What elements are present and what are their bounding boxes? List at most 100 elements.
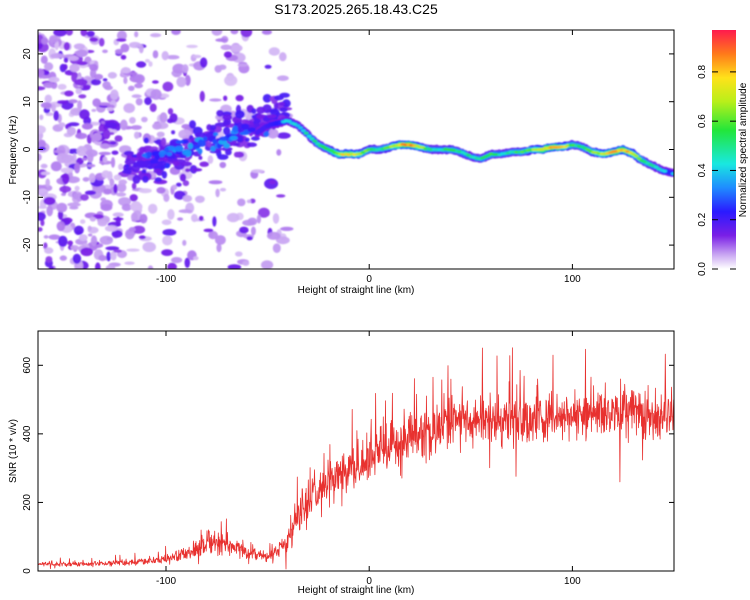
spectrogram-cell — [235, 94, 244, 102]
spectrogram-cell — [40, 171, 51, 176]
spectrogram-cell — [107, 132, 115, 135]
spectrogram-cell — [266, 114, 277, 119]
spectrogram-cell — [40, 219, 45, 227]
spectrogram-cell — [152, 50, 159, 59]
spectrogram-cell — [182, 195, 193, 202]
spectrogram-cell — [38, 212, 46, 221]
spectrogram-cell — [97, 220, 108, 227]
spectrogram-cell — [218, 139, 228, 145]
spectrogram-cell — [118, 197, 132, 206]
spectrogram-cell — [256, 106, 266, 114]
spectrogram-cell — [59, 255, 67, 261]
spectrogram-cell — [241, 123, 250, 130]
spectrogram-cell — [56, 100, 69, 105]
spectrogram-cell — [182, 180, 190, 187]
spectrogram-cell — [50, 161, 62, 172]
spectrogram-cell — [93, 73, 104, 80]
spectrogram-cell — [131, 182, 137, 190]
spectrogram-cell — [46, 205, 53, 217]
spectrogram-cell — [63, 42, 70, 51]
spectrogram-cell — [130, 125, 142, 130]
spectrogram-cell — [161, 51, 169, 61]
spectrogram-cell — [111, 230, 123, 238]
spectrogram-cell — [250, 226, 256, 236]
spectrogram-cell — [63, 57, 69, 63]
spectrogram-cell — [82, 177, 90, 182]
spectrogram-cell — [49, 35, 59, 44]
spectrogram-cell — [312, 139, 318, 143]
spectrogram-cell — [123, 103, 135, 114]
spectrogram-cell — [38, 68, 45, 78]
spectrogram-cell — [135, 98, 143, 106]
spectrogram-cell — [199, 57, 208, 68]
spectrogram-cell — [279, 102, 285, 106]
spectrogram-cell — [219, 136, 228, 141]
spectrogram-cell — [258, 207, 270, 218]
spectrogram-cell — [92, 98, 101, 107]
spectrogram-cell — [92, 132, 102, 142]
spectrogram-cell — [38, 125, 46, 135]
spectrogram-cell — [113, 249, 122, 253]
x-tick-label: 100 — [564, 576, 581, 587]
spectrogram-cell — [139, 213, 148, 224]
spectrogram-cell — [180, 161, 193, 167]
spectrogram-cell — [44, 247, 54, 254]
spectrogram-cell — [130, 201, 142, 212]
spectrogram-cell — [81, 157, 88, 161]
spectrogram-cell — [69, 63, 80, 73]
spectrogram-cell — [45, 256, 53, 263]
spectrogram-cell — [51, 103, 56, 113]
spectrogram-cell — [98, 151, 112, 156]
spectrogram-cell — [276, 236, 290, 245]
spectrogram-cell — [309, 137, 315, 141]
spectrogram-cell — [98, 254, 107, 262]
spectrogram-cell — [229, 44, 243, 52]
spectrogram-cell — [129, 117, 136, 124]
spectrogram-cell — [276, 132, 291, 139]
spectrogram-cell — [189, 120, 196, 129]
y-tick-label: 10 — [22, 96, 33, 108]
spectrogram-cell — [118, 179, 128, 185]
snr-x-axis: -100 0 100 — [156, 331, 581, 587]
spectrogram-cell — [223, 51, 233, 58]
spectrogram-cell — [194, 132, 207, 138]
spectrogram-cell — [40, 163, 48, 169]
spectrogram-cell — [91, 108, 97, 112]
spectrogram-cell — [78, 234, 88, 242]
spectrogram-cell — [156, 131, 165, 138]
spectrogram-cell — [44, 94, 52, 104]
y-tick-label: 0 — [22, 568, 33, 574]
spectrogram-cell — [69, 206, 79, 210]
spectrogram-cell — [139, 146, 146, 153]
spectrogram-cell — [78, 94, 87, 99]
spectrogram-cell — [110, 157, 116, 168]
spectrogram-cell — [157, 160, 167, 167]
spectrogram-y-label: Frequency (Hz) — [8, 116, 19, 185]
spectrogram-cell — [62, 157, 72, 164]
spectrogram-cell — [74, 78, 88, 86]
spectrogram-cell — [161, 137, 167, 147]
colorbar-label: Normalized spectral amplitude — [738, 82, 749, 217]
spectrogram-cell — [74, 162, 81, 174]
spectrogram-cell — [58, 122, 66, 128]
spectrogram-cell — [298, 126, 303, 130]
spectrogram-cell — [179, 173, 187, 182]
spectrogram-cell — [167, 262, 177, 269]
spectrogram-cell — [251, 108, 257, 114]
spectrogram-cell — [329, 149, 335, 153]
spectrogram-cell — [198, 155, 203, 160]
spectrogram-cell — [226, 212, 240, 223]
spectrogram-cell — [100, 197, 106, 202]
spectrogram-cell — [199, 90, 205, 102]
spectrogram-cell — [106, 107, 114, 112]
spectrogram-cell — [38, 86, 46, 91]
spectrogram-cell — [209, 124, 217, 131]
spectrogram-cell — [178, 209, 193, 214]
spectrogram-cell — [215, 188, 220, 198]
spectrogram-cell — [213, 132, 219, 137]
spectrogram-cell — [233, 151, 240, 158]
spectrogram-cell — [134, 83, 144, 89]
spectrogram-cell — [268, 47, 280, 56]
x-tick-label: -100 — [156, 576, 176, 587]
spectrogram-cell — [38, 205, 48, 209]
